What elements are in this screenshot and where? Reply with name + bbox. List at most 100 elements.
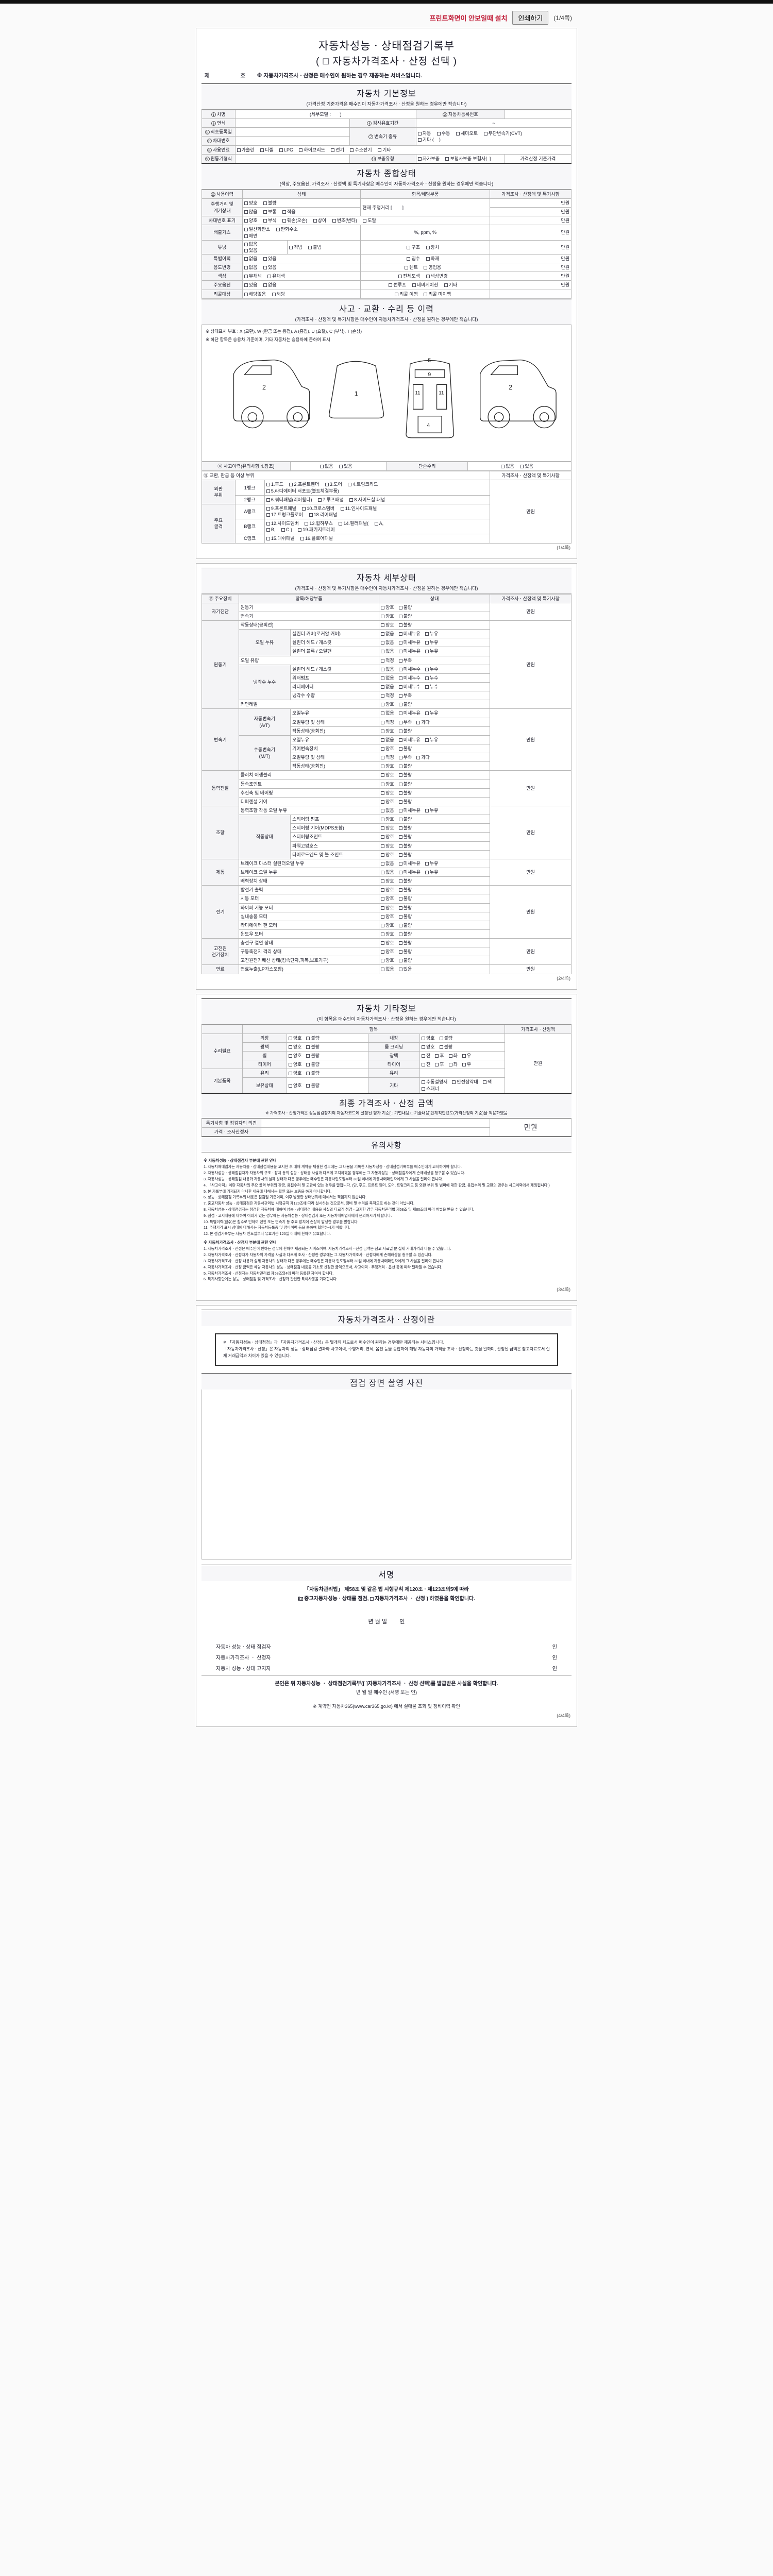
state-options[interactable]: 양호 불량 — [379, 779, 491, 789]
state-options[interactable]: 양호 불량 — [379, 920, 491, 930]
price-cell[interactable]: 만원 — [490, 263, 572, 273]
options-state[interactable]: 있음 없음 — [242, 280, 361, 290]
state-options[interactable]: 양호 불량 — [379, 770, 491, 780]
tuning-state[interactable]: 없음 있음 적법 불법 — [242, 240, 361, 255]
warranty-options[interactable]: 자가보증 보험사보증 보험사[ ] — [415, 154, 505, 163]
price-cell[interactable]: 만원 — [490, 225, 572, 241]
state-options[interactable]: 적정 부족 과다 — [379, 753, 491, 762]
signature-row[interactable]: 자동차가격조사 ㆍ 산정자 인 — [216, 1652, 557, 1663]
other-left-options[interactable]: 양호 불량 — [286, 1051, 368, 1061]
state-options[interactable]: 양호 불량 — [379, 815, 491, 824]
price-cell[interactable]: 만원 — [490, 240, 572, 255]
trans-type-options[interactable]: 자동 수동 세미오토 무단변속기(CVT) 기타 ( ) — [415, 127, 572, 146]
signature-row[interactable]: 자동차 성능ㆍ상태 점검자 인 — [216, 1641, 557, 1652]
state-options[interactable]: 없음 미세누수 누수 — [379, 673, 491, 683]
final-remarks-value[interactable] — [260, 1118, 491, 1128]
options-item[interactable]: 썬루프 네비게이션 기타 — [360, 280, 491, 290]
usage-change-item[interactable]: 렌트 영업용 — [360, 263, 491, 273]
other-right-options[interactable] — [419, 1069, 505, 1078]
state-options[interactable]: 양호 불량 — [379, 956, 491, 965]
state-options[interactable]: 없음 미세누수 누수 — [379, 664, 491, 674]
state-options[interactable]: 양호 불량 — [379, 929, 491, 939]
other-left-options[interactable]: 양호 불량 — [286, 1060, 368, 1070]
state-options[interactable]: 양호 불량 — [379, 876, 491, 886]
vin-value[interactable] — [234, 136, 350, 146]
parts-price-cell[interactable]: 만원 — [490, 480, 572, 544]
other-right-options[interactable]: 양호 불량 — [419, 1033, 505, 1043]
state-options[interactable]: 양호 불량 — [379, 947, 491, 957]
price-cell[interactable]: 만원 — [490, 198, 572, 208]
state-options[interactable]: 없음 미세누유 누유 — [379, 805, 491, 816]
state-options[interactable]: 양호 불량 — [379, 726, 491, 736]
state-options[interactable]: 양호 불량 — [379, 938, 491, 948]
print-button[interactable]: 인쇄하기 — [512, 11, 549, 25]
accident-history-options[interactable]: 없음 있음 — [290, 462, 387, 471]
special-history-state[interactable]: 없음 있음 — [242, 253, 361, 264]
reg-number-value[interactable] — [504, 109, 572, 120]
state-options[interactable]: 없음 미세누유 누유 — [379, 708, 491, 718]
detail-model-cell[interactable]: (세부모델 : ) — [234, 109, 416, 120]
photo-area[interactable] — [201, 1389, 572, 1560]
emission-values[interactable]: %, ppm, % — [360, 225, 491, 241]
other-price-cell[interactable]: 만원 — [504, 1033, 572, 1093]
inspect-valid-value[interactable]: ~ — [415, 118, 572, 128]
state-options[interactable]: 양호 불량 — [379, 841, 491, 851]
final-amount-cell[interactable]: 만원 — [490, 1118, 572, 1137]
state-options[interactable]: 양호 불량 — [379, 761, 491, 771]
state-options[interactable]: 양호 불량 — [379, 832, 491, 842]
fuel-options[interactable]: 가솔린 디젤 LPG 하이브리드 전기 수소전기 기타 — [234, 145, 572, 155]
state-options[interactable]: 양호 불량 — [379, 911, 491, 921]
price-cell[interactable] — [490, 289, 572, 299]
car-body-diagram[interactable]: 2 1 5 9 11 11 4 — [204, 344, 569, 457]
mileage-state-2[interactable]: 많음 보통 적음 — [242, 207, 361, 217]
tuning-item[interactable]: 구조 장치 — [360, 240, 491, 255]
checkbox-performance-checked[interactable] — [299, 1596, 304, 1603]
other-left-options[interactable]: 양호 불량 — [286, 1069, 368, 1078]
state-options[interactable]: 양호 불량 — [379, 788, 491, 798]
other-left-options[interactable]: 양호 불량 — [286, 1042, 368, 1052]
price-cell[interactable]: 만원 — [490, 708, 572, 771]
state-options[interactable]: 양호 불량 — [379, 894, 491, 904]
state-options[interactable]: 적정 부족 과다 — [379, 717, 491, 727]
state-options[interactable]: 없음 미세누유 누유 — [379, 735, 491, 744]
state-options[interactable]: 양호 불량 — [379, 602, 491, 612]
emission-options[interactable]: 일산화탄소 탄화수소 매연 — [242, 225, 361, 241]
special-history-item[interactable]: 침수 화재 — [360, 253, 491, 264]
state-options[interactable]: 적정 부족 — [379, 691, 491, 701]
price-cell[interactable]: 만원 — [490, 770, 572, 806]
usage-change-state[interactable]: 없음 있음 — [242, 263, 361, 273]
final-appraiser-value[interactable] — [260, 1127, 491, 1137]
other-left-options[interactable]: 양호 불량 — [286, 1077, 368, 1093]
state-options[interactable]: 양호 불량 — [379, 796, 491, 806]
price-cell[interactable]: 만원 — [490, 280, 572, 290]
state-options[interactable]: 양호 불량 — [379, 743, 491, 754]
year-value[interactable] — [234, 118, 350, 128]
state-options[interactable]: 양호 불량 — [379, 700, 491, 709]
rank-b-options[interactable]: 12.사이드멤버 13.휠하우스 14.필러패널( A, B, C ) 19.패… — [264, 519, 491, 535]
state-options[interactable]: 적정 부족 — [379, 655, 491, 665]
state-options[interactable]: 없음 미세누유 누유 — [379, 629, 491, 639]
price-cell[interactable]: 만원 — [490, 885, 572, 939]
price-cell[interactable]: 만원 — [490, 964, 572, 974]
other-right-options[interactable]: 양호 불량 — [419, 1042, 505, 1052]
price-cell[interactable]: 만원 — [490, 253, 572, 264]
price-cell[interactable]: 만원 — [490, 602, 572, 621]
first-reg-value[interactable] — [234, 127, 350, 137]
rank-2-options[interactable]: 6.쿼터패널(리어휀다) 7.루프패널 8.사이드실 패널 — [264, 495, 491, 504]
state-options[interactable]: 없음 있음 — [379, 964, 491, 974]
price-cell[interactable]: 만원 — [490, 938, 572, 965]
price-cell[interactable]: 만원 — [490, 272, 572, 281]
mileage-item[interactable]: 현재 주행거리 [ ] — [360, 198, 491, 217]
price-cell[interactable]: 만원 — [490, 216, 572, 226]
color-item[interactable]: 전체도색 색상변경 — [360, 272, 491, 281]
signature-row[interactable]: 자동차 성능ㆍ상태 고지자 인 — [216, 1663, 557, 1673]
state-options[interactable]: 양호 불량 — [379, 823, 491, 833]
price-cell[interactable]: 만원 — [490, 858, 572, 886]
state-options[interactable]: 없음 미세누유 누유 — [379, 638, 491, 648]
state-options[interactable]: 양호 불량 — [379, 903, 491, 912]
price-cell[interactable]: 만원 — [490, 805, 572, 859]
other-left-options[interactable]: 양호 불량 — [286, 1033, 368, 1043]
rank-c-options[interactable]: 15.대쉬패널 16.플로어패널 — [264, 534, 491, 544]
state-options[interactable]: 없음 미세누유 누유 — [379, 858, 491, 868]
